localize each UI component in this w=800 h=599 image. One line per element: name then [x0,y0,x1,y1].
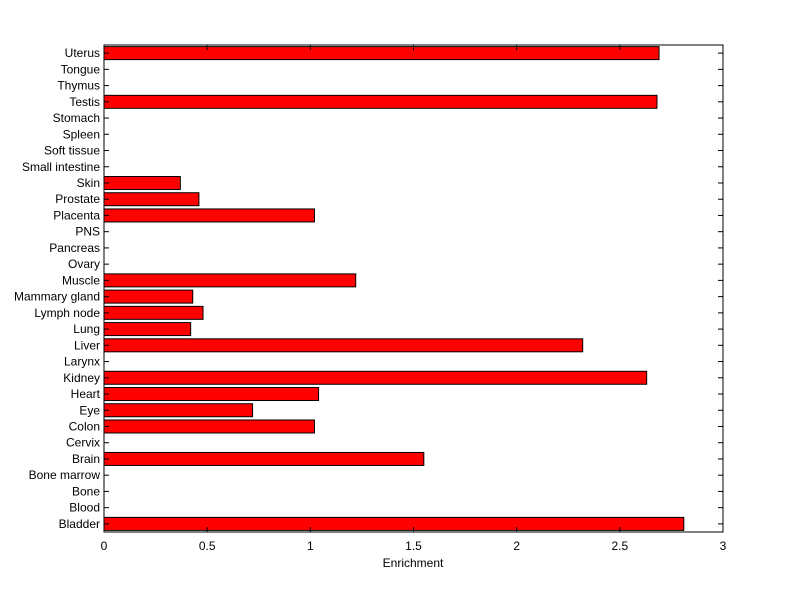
x-tick-label: 0 [101,539,108,553]
category-label: PNS [75,225,100,239]
x-tick-label: 0.5 [199,539,216,553]
x-tick-labels-group: 0 0.5 1 1.5 2 2.5 3 [101,539,727,553]
category-label: Colon [69,419,100,433]
bar-kidney [103,370,648,385]
category-label: Prostate [55,192,100,206]
bar-liver [103,338,584,353]
bar-prostate [103,192,200,207]
bar-mammary-gland [103,289,194,304]
x-tick-label: 2 [513,539,520,553]
x-tick-label: 3 [720,539,727,553]
category-label: Skin [77,176,100,190]
category-label: Heart [71,387,101,401]
x-axis-title: Enrichment [383,556,444,570]
category-label: Thymus [57,79,100,93]
category-labels-group: Bladder Blood Bone Bone marrow Brain Cervix Co… [14,46,101,531]
bar-skin [103,175,181,190]
category-label: Small intestine [22,160,100,174]
bar-placenta [103,208,315,223]
bar-eye [103,403,254,418]
category-label: Pancreas [49,241,100,255]
category-label: Testis [69,95,100,109]
category-label: Stomach [53,111,100,125]
category-label: Liver [74,338,100,352]
category-label: Ovary [68,257,100,271]
category-label: Mammary gland [14,290,100,304]
ticks-group [103,45,724,532]
category-label: Muscle [62,273,100,287]
category-label: Kidney [63,371,100,385]
category-label: Bone [72,484,100,498]
bar-colon [103,419,315,434]
bar-heart [103,387,320,402]
bar-lymph-node [103,305,204,320]
category-label: Brain [72,452,100,466]
bar-brain [103,451,425,466]
category-label: Tongue [61,62,101,76]
bar-muscle [103,273,357,288]
category-label: Spleen [63,127,100,141]
category-label: Cervix [66,436,100,450]
bar-uterus [103,46,660,61]
category-label: Lung [73,322,100,336]
bars-group [103,46,685,531]
category-label: Blood [69,501,100,515]
category-label: Uterus [65,46,100,60]
category-label: Bladder [59,517,100,531]
category-label: Soft tissue [44,144,100,158]
category-label: Bone marrow [29,468,101,482]
category-label: Placenta [53,208,100,222]
category-label: Lymph node [34,306,100,320]
x-tick-label: 2.5 [611,539,628,553]
bar-lung [103,322,192,337]
x-tick-label: 1.5 [405,539,422,553]
category-label: Larynx [64,355,100,369]
x-tick-label: 1 [307,539,314,553]
bar-testis [103,94,658,109]
category-label: Eye [79,403,100,417]
bar-bladder [103,516,685,531]
